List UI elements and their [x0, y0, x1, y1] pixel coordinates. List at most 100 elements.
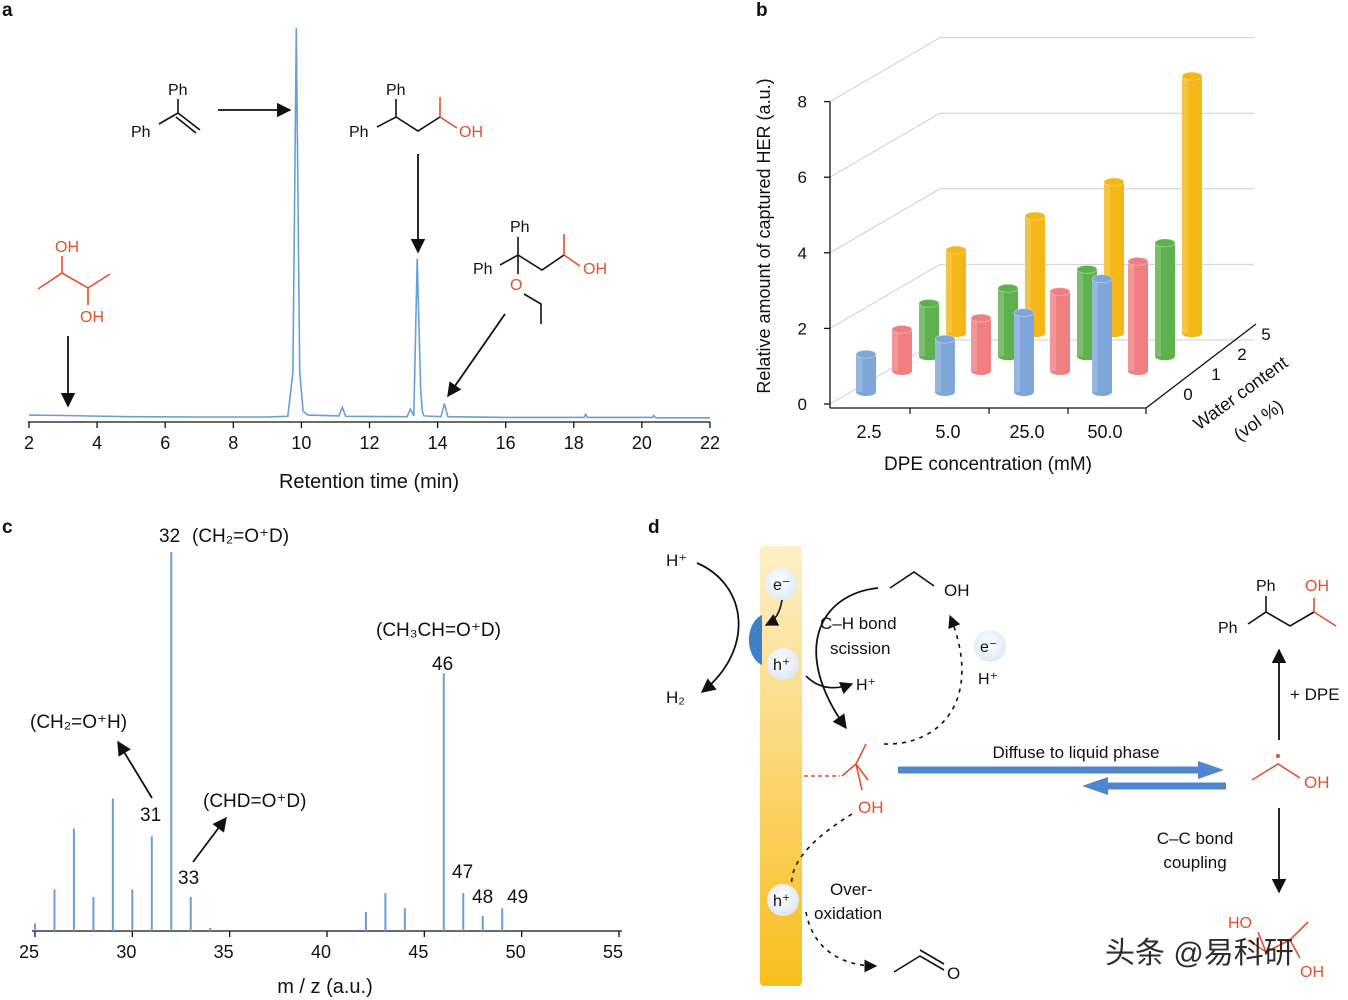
bar-highlight	[1050, 291, 1056, 371]
a-tick-label: 2	[24, 433, 34, 453]
watermark: 头条 @易科研	[1105, 937, 1294, 970]
bar-water-1-dpe-2.5	[891, 324, 913, 375]
electrode-bar	[760, 546, 802, 986]
ann-31-arrow	[117, 740, 153, 799]
b-z-tick-label: 2	[1237, 345, 1246, 364]
bar-water-0-dpe-2.5	[855, 349, 877, 396]
bar-body	[919, 303, 939, 361]
ann-33-arrow	[192, 816, 227, 863]
h-plus-top: H⁺	[666, 551, 687, 570]
ch-scission-arrow	[815, 587, 879, 730]
bar-cap	[1091, 274, 1113, 284]
bar-water-0-dpe-50.0	[1091, 274, 1113, 396]
a-tick-label: 6	[160, 433, 170, 453]
panel-c: c 25 30 35 40 45 50 55 m / z (a.u.) 32 (CH₂=O⁺…	[2, 517, 623, 998]
bar-cap	[934, 334, 956, 344]
b-x-tick-label: 50.0	[1087, 422, 1122, 442]
plus-dpe-text: + DPE	[1290, 685, 1340, 704]
hole-label: h⁺	[773, 657, 790, 674]
bar-water-2-dpe-50.0	[1154, 238, 1176, 361]
bar-body	[1025, 216, 1045, 338]
ann-33: 33	[178, 868, 199, 889]
ether-oh: OH	[583, 261, 607, 278]
hole-ball	[767, 648, 799, 680]
ether-ph-left: Ph	[473, 261, 493, 278]
diol-oh-bottom: OH	[80, 309, 104, 326]
hole-label-2: h⁺	[773, 893, 790, 910]
butanediol-molecule: OH OH	[37, 239, 111, 326]
b-grid-side	[829, 188, 941, 254]
bar-water-2-dpe-2.5	[918, 298, 940, 361]
b-z-tick-label: 5	[1261, 325, 1270, 344]
panel-b-label: b	[756, 0, 768, 21]
bar-body	[892, 329, 912, 375]
h2-label: H₂	[666, 688, 685, 707]
product-molecule: Ph Ph OH	[349, 82, 483, 141]
bar-highlight	[1077, 269, 1083, 357]
bar-body	[1014, 312, 1034, 396]
panel-d: d H⁺ H₂ e⁻ h⁺ H⁺ C–H bond scission OH e⁻…	[648, 517, 1340, 986]
bar-highlight	[1025, 216, 1031, 334]
a-tick-label: 12	[359, 433, 379, 453]
b-x-tick-label: 2.5	[856, 422, 881, 442]
diol-oh-top: OH	[55, 239, 79, 256]
panel-c-ticks: 25 30 35 40 45 50 55	[19, 931, 623, 962]
a-tick-label: 14	[428, 433, 448, 453]
bar-cap	[1024, 211, 1046, 221]
bar-highlight	[919, 303, 925, 357]
panel-b-x-label: DPE concentration (mM)	[884, 454, 1092, 475]
c-tick-label: 30	[116, 942, 136, 962]
oxidation-text: oxidation	[814, 904, 882, 923]
prod-ph-top: Ph	[386, 82, 406, 99]
diffuse-forward-head	[1198, 761, 1224, 779]
electron-transfer-arrow	[764, 599, 783, 626]
chromatogram-trace	[28, 27, 710, 419]
b-y-tick-label: 6	[798, 168, 807, 187]
ann-49: 49	[507, 887, 528, 908]
bar-body	[1182, 76, 1202, 338]
bar-cap	[1103, 177, 1125, 187]
c-tick-label: 35	[214, 942, 234, 962]
panel-a-label: a	[2, 0, 13, 21]
free-radical	[1251, 763, 1301, 781]
bar-body	[946, 250, 966, 338]
bar-water-1-dpe-50.0	[1127, 256, 1149, 375]
bar-highlight	[1092, 278, 1098, 392]
d-product-oh-bonds	[1313, 598, 1337, 627]
bar-highlight	[935, 339, 941, 392]
over-oxidation-dashed-in	[790, 813, 853, 887]
a-tick-label: 10	[291, 433, 311, 453]
bar-body	[1128, 261, 1148, 375]
c-tick-label: 55	[603, 942, 623, 962]
electron-label-right: e⁻	[980, 639, 997, 656]
bar-highlight	[998, 288, 1004, 357]
bar-water-2-dpe-5.0	[997, 283, 1019, 361]
ethanol-oh: OH	[944, 581, 970, 600]
b-z-tick-label: 1	[1211, 365, 1220, 384]
a-tick-label: 18	[564, 433, 584, 453]
bar-highlight	[1155, 242, 1161, 357]
bar-cap	[1181, 71, 1203, 81]
over-text: Over-	[830, 880, 873, 899]
panel-c-bars	[34, 552, 504, 931]
ann-32: 32	[159, 526, 180, 547]
b-y-tick-label: 8	[798, 93, 807, 112]
ether-ph-top: Ph	[510, 219, 530, 236]
bar-cap	[1013, 308, 1035, 318]
bar-body	[1092, 278, 1112, 396]
ann-46: 46	[432, 654, 453, 675]
c-tick-label: 40	[311, 942, 331, 962]
bar-body	[1155, 242, 1175, 361]
bar-highlight	[946, 250, 952, 334]
panel-b-bars	[855, 71, 1203, 396]
over-oxidation-dashed-out	[805, 911, 878, 973]
a-tick-label: 8	[228, 433, 238, 453]
bar-highlight	[856, 354, 862, 392]
prod-oh: OH	[459, 124, 483, 141]
bar-highlight	[1128, 261, 1134, 371]
b-y-tick-label: 4	[798, 244, 807, 263]
c-tick-label: 25	[19, 942, 39, 962]
adsorbed-radical	[841, 743, 869, 791]
free-radical-oh: OH	[1304, 773, 1330, 792]
